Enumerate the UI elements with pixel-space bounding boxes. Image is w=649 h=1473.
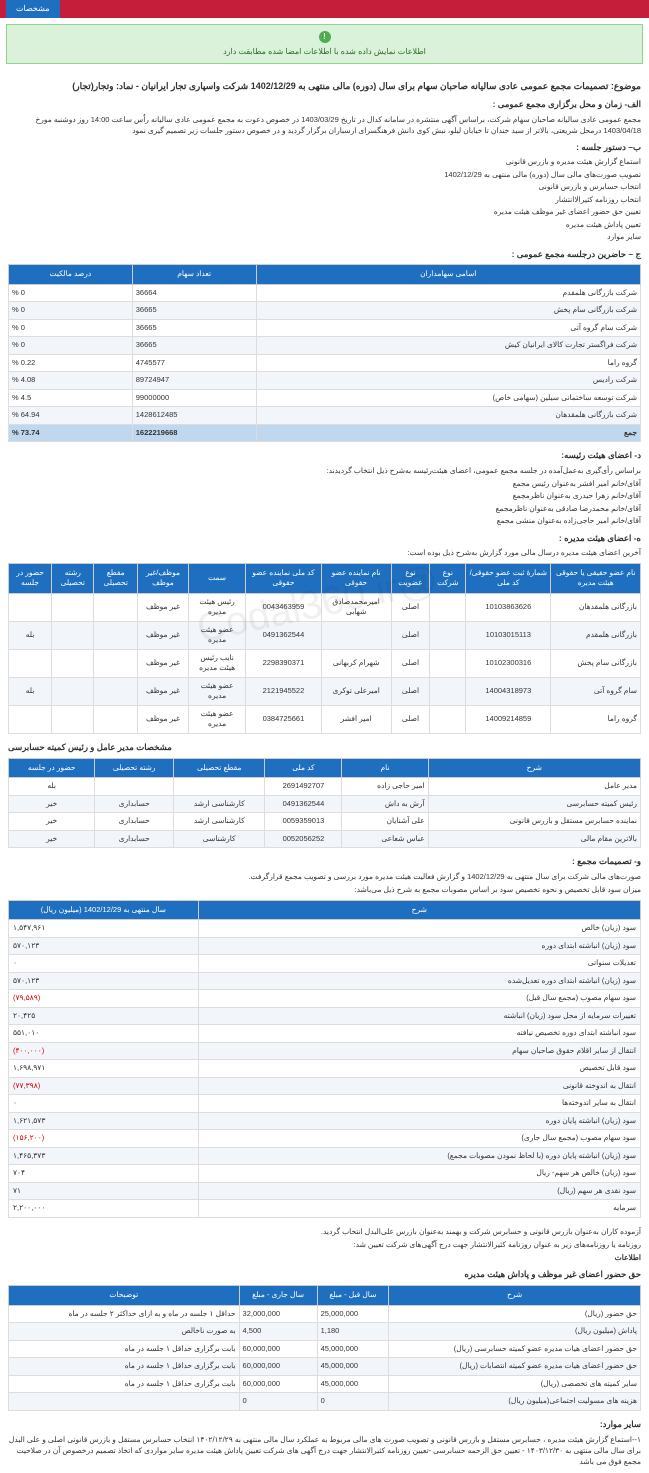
agenda-item: تعیین پاداش هیئت مدیره bbox=[8, 220, 641, 231]
table-row: سود (زیان) انباشته ابتدای دوره تعدیل‌شده… bbox=[9, 972, 641, 990]
table-row: انتقال از سایر اقلام حقوق صاحبان سهام(۴۰… bbox=[9, 1042, 641, 1060]
board-member: آقای/خانم محمدرضا صادقی به‌عنوان ناظرمجم… bbox=[8, 504, 641, 515]
table-row: سود سهام مصوب (مجمع سال جاری)(۱۵۶,۲۰۰) bbox=[9, 1130, 641, 1148]
table-row: سود (زیان) انباشته ابتدای دوره۵۷۰,۱۲۳ bbox=[9, 937, 641, 955]
f-intro1: صورت‌های مالی شرکت برای سال منتهی به 140… bbox=[8, 871, 641, 882]
heading-b: ب– دستور جلسه : bbox=[8, 142, 641, 154]
table-row: سایر کمیته های تخصصی (ریال)45,000,00060,… bbox=[9, 1375, 641, 1393]
board-member: آقای/خانم امیر افشر به‌عنوان رئیس مجمع bbox=[8, 479, 641, 490]
para-a: مجمع عمومی عادی سالیانه صاحبان سهام شرکت… bbox=[8, 114, 641, 137]
check-icon: ! bbox=[319, 31, 331, 43]
table-row: هزینه های مسولیت اجتماعی(میلیون ریال)00 bbox=[9, 1393, 641, 1411]
agenda-item: تعیین حق حضور اعضای غیر موظف هیئت مدیره bbox=[8, 207, 641, 218]
other-text: ۱‑‑استماع گزارش هیئت مدیره ، حسابرس مستق… bbox=[8, 1434, 641, 1468]
directors-table: نام عضو حقیقی یا حقوقی هیئت مدیرهشمارۀ ث… bbox=[8, 563, 641, 734]
audit-table: شرحنامکد ملیمقطع تحصیلیرشته تحصیلیحضور د… bbox=[8, 758, 641, 849]
agenda-item: سایر موارد bbox=[8, 232, 641, 243]
table-row: بازرگانی هلمقدهان10103863626اصلیامیرمحمد… bbox=[9, 593, 641, 621]
table-row: گروه راما4745577% 0.22 bbox=[9, 354, 641, 372]
shareholders-table: اسامی سهامدارانتعداد سهامدرصد مالکیت شرک… bbox=[8, 264, 641, 442]
heading-e: ه- اعضای هیئت مدیره : bbox=[8, 533, 641, 545]
table-row: شرکت بازرگانی سام پخش36665% 0 bbox=[9, 302, 641, 320]
table-row: انتقال به سایر اندوخته‌ها۰ bbox=[9, 1095, 641, 1113]
heading-d: د- اعضای هیئت رئیسه: bbox=[8, 450, 641, 462]
table-row: بازرگانی هلمقدم10103015113اصلی0491362544… bbox=[9, 621, 641, 649]
table-row: سود (زیان) انباشته پایان دوره (با لحاظ ن… bbox=[9, 1147, 641, 1165]
table-row: شرکت بازرگانی هلمقدهان1428612485% 64.94 bbox=[9, 407, 641, 425]
d-intro: براساس رأی‌گیری به‌عمل‌آمده در جلسه مجمع… bbox=[8, 465, 641, 476]
financial-table: شرحسال منتهی به 1402/12/29 (میلیون ریال)… bbox=[8, 900, 641, 1218]
audit-heading: مشخصات مدیر عامل و رئیس کمیته حسابرسی bbox=[8, 742, 641, 754]
table-row: رئیس کمیته حسابرسیآرش به داش0491362544کا… bbox=[9, 795, 641, 813]
table-row: سود نقدی هر سهم (ریال)۷۱ bbox=[9, 1182, 641, 1200]
table-row: شرکت بازرگانی هلمقدم36664% 0 bbox=[9, 284, 641, 302]
main-title: موضوع: تصمیمات مجمع عمومی عادی سالیانه ص… bbox=[8, 80, 641, 93]
agenda-item: انتخاب روزنامه کثیرالاانتشار bbox=[8, 195, 641, 206]
table-row: انتقال به اندوخته قانونی(۷۷,۳۹۸) bbox=[9, 1077, 641, 1095]
table-row: نماینده حسابرس مستقل و بازرس قانونیعلی آ… bbox=[9, 813, 641, 831]
table-row: بالاترین مقام مالیعباس شعاعی0052056252کا… bbox=[9, 830, 641, 848]
table-row: سود (زیان) خالص۱,۵۴۷,۹۶۱ bbox=[9, 920, 641, 938]
heading-f: و- تصمیمات مجمع : bbox=[8, 856, 641, 868]
table-row: حق حضور اعضای هیات مدیره عضو کمیته انتصا… bbox=[9, 1358, 641, 1376]
table-row: شرکت فراگستر تجارت کالای ایرانیان کیش366… bbox=[9, 337, 641, 355]
alert-banner: ! اطلاعات نمایش داده شده با اطلاعات امضا… bbox=[6, 24, 643, 64]
table-row: گروه راما14009214859اصلیامیر افشر0384725… bbox=[9, 705, 641, 733]
newspaper-name: اطلاعات bbox=[8, 1252, 641, 1263]
fees-table: شرحسال قبل - مبلغسال جاری - مبلغتوضیحات … bbox=[8, 1285, 641, 1411]
fees-heading: حق حضور اعضای غیر موظف و پاداش هیئت مدیر… bbox=[8, 1269, 641, 1281]
table-row: سود (زیان) خالص هر سهم- ریال۷۰۴ bbox=[9, 1165, 641, 1183]
table-row: حق حضور اعضای هیات مدیره عضو کمیته حسابر… bbox=[9, 1340, 641, 1358]
agenda-item: تصویب صورت‌های مالی سال (دوره) مالی منته… bbox=[8, 170, 641, 181]
table-row: پاداش (میلیون ریال)1,1804,500به صورت ناخ… bbox=[9, 1323, 641, 1341]
topbar: مشخصات bbox=[0, 0, 649, 18]
table-row: بازرگانی سام پخش10102300316اصلیشهرام کرب… bbox=[9, 649, 641, 677]
agenda-item: انتخاب حسابرس و بازرس قانونی bbox=[8, 182, 641, 193]
f-intro2: میزان سود قابل تخصیص و نحوه تخصیص سود بر… bbox=[8, 884, 641, 895]
board-member: آقای/خانم زهرا حیدری به‌عنوان ناظرمجمع bbox=[8, 491, 641, 502]
newspaper-line1: آزموده کاران به‌عنوان بازرس قانونی و حسا… bbox=[8, 1226, 641, 1237]
board-members: آقای/خانم امیر افشر به‌عنوان رئیس مجمعآق… bbox=[8, 479, 641, 527]
alert-text: اطلاعات نمایش داده شده با اطلاعات امضا ش… bbox=[223, 47, 426, 56]
table-row: شرکت رادیس89724947% 4.08 bbox=[9, 372, 641, 390]
agenda-item: استماع گزارش هیئت مدیره و بازرس قانونی bbox=[8, 157, 641, 168]
table-row: سرمایه۲,۲۰۰,۰۰۰ bbox=[9, 1200, 641, 1218]
heading-a: الف- زمان و محل برگزاری مجمع عمومی : bbox=[8, 99, 641, 111]
table-row: تعدیلات سنواتی۰ bbox=[9, 955, 641, 973]
table-row: شرکت توسعه ساختمانی سیلین (سهامی خاص)990… bbox=[9, 389, 641, 407]
e-intro: آخرین اعضای هیئت مدیره درسال مالی مورد گ… bbox=[8, 547, 641, 558]
table-row: سود سهام مصوب (مجمع سال قبل)(۷۹,۵۸۹) bbox=[9, 990, 641, 1008]
table-row: شرکت سام گروه آتی36665% 0 bbox=[9, 319, 641, 337]
heading-c: ج – حاضرین درجلسه مجمع عمومی : bbox=[8, 249, 641, 261]
other-heading: سایر موارد: bbox=[8, 1419, 641, 1431]
table-row: سود قابل تخصیص۱,۶۹۸,۹۷۱ bbox=[9, 1060, 641, 1078]
table-row: مدیر عاملامیر حاجی زاده2691492707بله bbox=[9, 778, 641, 796]
table-row: حق حضور (ریال)25,000,00032,000,000حداقل … bbox=[9, 1305, 641, 1323]
table-row: سود (زیان) انباشته پایان دوره۱,۶۲۱,۵۷۳ bbox=[9, 1112, 641, 1130]
agenda-list: استماع گزارش هیئت مدیره و بازرس قانونی تص… bbox=[8, 157, 641, 243]
table-row: سود انباشته ابتدای دوره تخصیص نیافته۵۵۱,… bbox=[9, 1025, 641, 1043]
tab-specs[interactable]: مشخصات bbox=[6, 0, 60, 17]
table-row: سام گروه آتی14004318973اصلیامیرعلی توکری… bbox=[9, 677, 641, 705]
board-member: آقای/خانم امیر حاجی‌زاده به‌عنوان منشی م… bbox=[8, 516, 641, 527]
newspaper-line2: روزنامه یا روزنامه‌های زیر به عنوان روزن… bbox=[8, 1239, 641, 1250]
table-row: تغییرات سرمایه از محل سود (زیان) انباشته… bbox=[9, 1007, 641, 1025]
